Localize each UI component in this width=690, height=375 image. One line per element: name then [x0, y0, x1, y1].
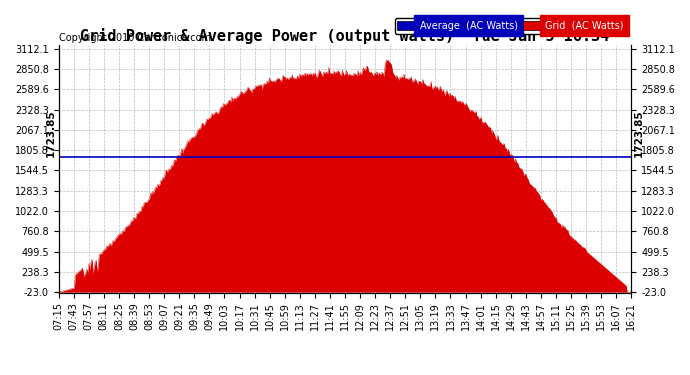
Legend: Average  (AC Watts), Grid  (AC Watts): Average (AC Watts), Grid (AC Watts) — [395, 18, 627, 33]
Text: 1723.85: 1723.85 — [46, 109, 56, 157]
Title: Grid Power & Average Power (output watts)  Tue Jan 5 16:34: Grid Power & Average Power (output watts… — [80, 28, 610, 44]
Text: Copyright 2010 Cartronics.com: Copyright 2010 Cartronics.com — [59, 33, 210, 42]
Text: 1723.85: 1723.85 — [634, 109, 644, 157]
